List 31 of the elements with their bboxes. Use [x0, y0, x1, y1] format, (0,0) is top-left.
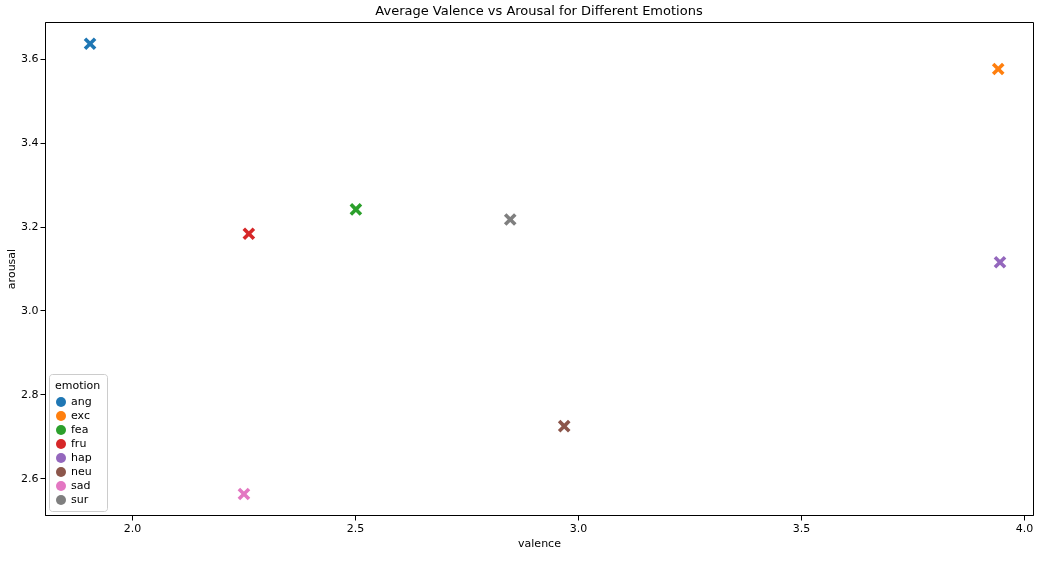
point	[503, 213, 517, 226]
point	[993, 255, 1007, 269]
x-tick-label: 3.5	[792, 521, 811, 535]
y-tick-label: 2.8	[21, 387, 39, 401]
legend-label: sur	[71, 493, 89, 506]
y-tick-label: 3.4	[21, 136, 39, 150]
legend-label: hap	[71, 451, 92, 464]
x-tick-label: 4.0	[1015, 521, 1034, 535]
point	[83, 37, 97, 51]
y-tick-label: 3.6	[21, 52, 39, 66]
legend-label: fea	[71, 423, 89, 436]
y-axis-title: arousal	[5, 248, 19, 290]
legend-label: fru	[71, 437, 87, 450]
point	[349, 203, 363, 216]
x-tick-label: 3.0	[569, 521, 588, 535]
y-tick-label: 3.2	[21, 220, 39, 234]
legend-label: neu	[71, 465, 92, 478]
x-tick-label: 2.5	[346, 521, 365, 535]
y-tick-label: 2.6	[21, 471, 39, 485]
point	[237, 487, 251, 501]
legend-label: exc	[71, 409, 90, 422]
x-axis-title: valence	[518, 536, 562, 550]
legend-label: sad	[71, 479, 91, 492]
point	[557, 419, 571, 433]
y-tick-label: 3.0	[21, 303, 39, 317]
chart-title: Average Valence vs Arousal for Different Emotions	[375, 3, 703, 18]
point	[242, 227, 256, 241]
legend-title: emotion	[55, 379, 101, 392]
point	[991, 62, 1005, 76]
legend-label: ang	[71, 395, 92, 408]
x-tick-label: 2.0	[123, 521, 142, 535]
